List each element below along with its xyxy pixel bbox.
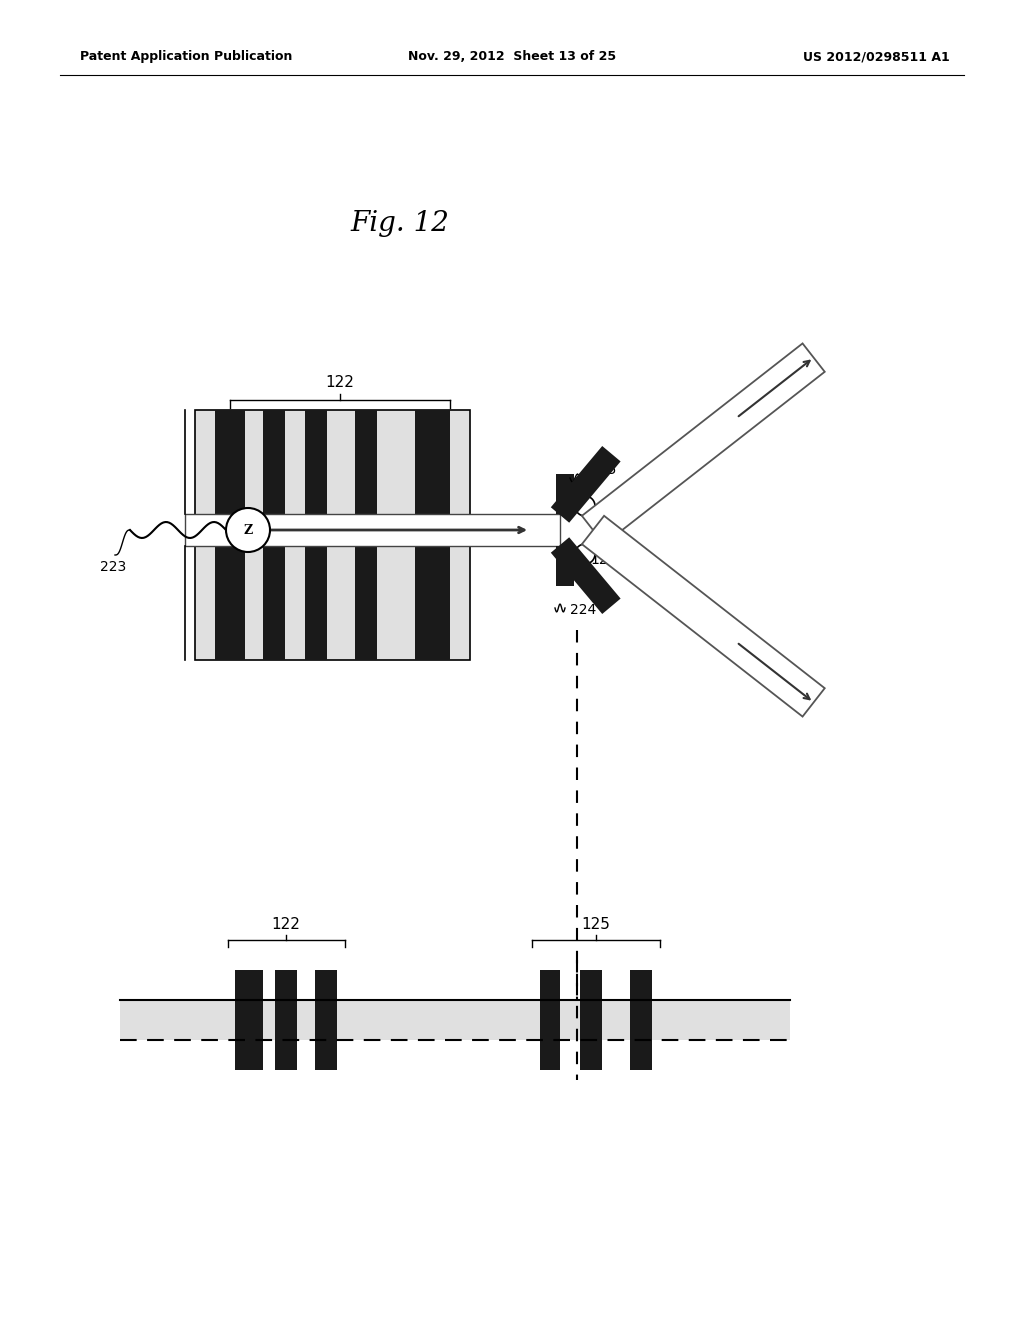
Text: 122: 122: [326, 375, 354, 389]
Bar: [355, 411, 377, 660]
Bar: [315, 970, 337, 1071]
Text: 12: 12: [590, 553, 607, 568]
Text: 223: 223: [100, 560, 126, 574]
Polygon shape: [551, 446, 621, 523]
Text: Z: Z: [244, 524, 253, 537]
Bar: [234, 970, 263, 1071]
Bar: [556, 546, 574, 586]
Bar: [580, 970, 602, 1071]
Bar: [215, 411, 245, 660]
Bar: [556, 474, 574, 513]
Text: Nov. 29, 2012  Sheet 13 of 25: Nov. 29, 2012 Sheet 13 of 25: [408, 50, 616, 63]
Bar: [540, 970, 560, 1071]
Text: Patent Application Publication: Patent Application Publication: [80, 50, 293, 63]
Bar: [263, 411, 285, 660]
Bar: [185, 513, 560, 546]
Circle shape: [226, 508, 270, 552]
Polygon shape: [582, 516, 824, 717]
Circle shape: [575, 544, 595, 564]
Bar: [275, 970, 297, 1071]
Polygon shape: [551, 537, 621, 614]
Bar: [415, 411, 450, 660]
Text: Fig. 12: Fig. 12: [350, 210, 450, 238]
Circle shape: [575, 496, 595, 516]
Bar: [120, 1001, 790, 1040]
Bar: [630, 970, 652, 1071]
Text: US 2012/0298511 A1: US 2012/0298511 A1: [803, 50, 950, 63]
Bar: [305, 411, 327, 660]
Text: 224: 224: [570, 603, 596, 616]
Text: 125: 125: [582, 917, 610, 932]
Bar: [195, 411, 470, 660]
Polygon shape: [582, 343, 824, 544]
Text: 125: 125: [590, 463, 616, 477]
Text: 122: 122: [271, 917, 300, 932]
